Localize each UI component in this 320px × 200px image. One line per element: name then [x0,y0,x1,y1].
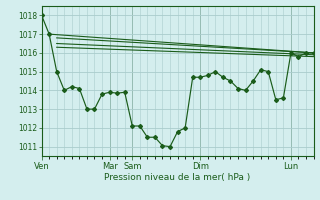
X-axis label: Pression niveau de la mer( hPa ): Pression niveau de la mer( hPa ) [104,173,251,182]
